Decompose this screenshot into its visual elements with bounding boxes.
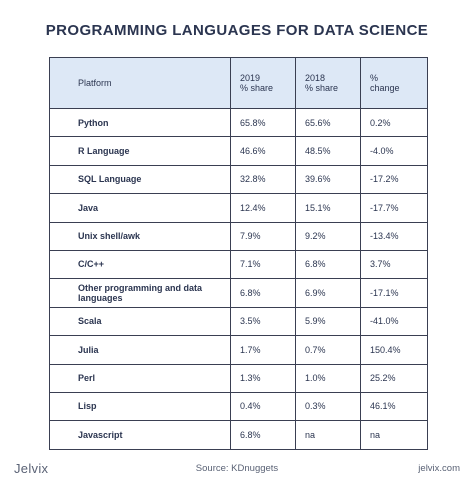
cell-change: -13.4%	[360, 221, 428, 251]
table-row: Python 65.8% 65.6% 0.2%	[49, 107, 428, 138]
cell-share-2018: 39.6%	[295, 164, 361, 195]
jelvix-logo: Jelvix	[14, 461, 49, 476]
cell-share-2019: 0.4%	[230, 391, 296, 422]
source-note: Source: KDnuggets	[195, 463, 279, 474]
cell-platform: Other programming and data languages	[49, 278, 231, 308]
column-header-2019: 2019 % share	[230, 57, 296, 109]
table-row: Other programming and data languages 6.8%…	[49, 278, 428, 308]
cell-change: -41.0%	[360, 306, 428, 337]
cell-platform: Unix shell/awk	[49, 221, 231, 251]
cell-platform: C/C++	[49, 249, 231, 280]
table-row: Julia 1.7% 0.7% 150.4%	[49, 335, 428, 365]
cell-platform: Perl	[49, 363, 231, 393]
table-body: Python 65.8% 65.6% 0.2% R Language 46.6% 48.5%…	[49, 107, 428, 450]
page-title: PROGRAMMING LANGUAGES FOR DATA SCIENCE	[45, 22, 429, 39]
cell-platform: SQL Language	[49, 164, 231, 195]
cell-platform: Javascript	[49, 420, 231, 450]
column-header-change-line2: change	[370, 83, 400, 93]
table-header-row: Platform 2019 % share 2018 % share % cha…	[49, 57, 428, 109]
cell-change: 0.2%	[360, 107, 428, 138]
table-row: Unix shell/awk 7.9% 9.2% -13.4%	[49, 221, 428, 251]
cell-platform: Scala	[49, 306, 231, 337]
column-header-change: % change	[360, 57, 428, 109]
column-header-platform-label: Platform	[78, 77, 112, 88]
cell-change: 46.1%	[360, 391, 428, 422]
cell-share-2018: 0.7%	[295, 335, 361, 365]
cell-share-2019: 7.9%	[230, 221, 296, 251]
cell-platform: Lisp	[49, 391, 231, 422]
cell-change: 3.7%	[360, 249, 428, 280]
table-row: Lisp 0.4% 0.3% 46.1%	[49, 391, 428, 422]
data-table: Platform 2019 % share 2018 % share % cha…	[49, 57, 428, 450]
cell-share-2018: 48.5%	[295, 136, 361, 166]
cell-share-2018: 9.2%	[295, 221, 361, 251]
cell-platform: R Language	[49, 136, 231, 166]
cell-share-2018: 65.6%	[295, 107, 361, 138]
cell-share-2019: 32.8%	[230, 164, 296, 195]
table-row: R Language 46.6% 48.5% -4.0%	[49, 136, 428, 166]
table-row: Java 12.4% 15.1% -17.7%	[49, 193, 428, 223]
cell-change: 150.4%	[360, 335, 428, 365]
cell-platform: Python	[49, 107, 231, 138]
cell-platform: Java	[49, 193, 231, 223]
cell-share-2019: 12.4%	[230, 193, 296, 223]
cell-share-2019: 65.8%	[230, 107, 296, 138]
cell-change: -4.0%	[360, 136, 428, 166]
cell-share-2019: 3.5%	[230, 306, 296, 337]
table-row: C/C++ 7.1% 6.8% 3.7%	[49, 249, 428, 280]
column-header-2019-line2: % share	[240, 83, 274, 93]
column-header-platform: Platform	[49, 57, 231, 109]
column-header-2018-line1: 2018	[305, 72, 326, 83]
table-row: Scala 3.5% 5.9% -41.0%	[49, 306, 428, 337]
cell-change: na	[360, 420, 428, 450]
cell-share-2019: 6.8%	[230, 278, 296, 308]
column-header-2018-line2: % share	[305, 83, 339, 93]
table-row: Perl 1.3% 1.0% 25.2%	[49, 363, 428, 393]
cell-change: 25.2%	[360, 363, 428, 393]
cell-platform: Julia	[49, 335, 231, 365]
cell-change: -17.7%	[360, 193, 428, 223]
column-header-change-line1: %	[370, 72, 379, 83]
table-row: Javascript 6.8% na na	[49, 420, 428, 450]
cell-share-2018: 1.0%	[295, 363, 361, 393]
cell-share-2018: 6.8%	[295, 249, 361, 280]
column-header-2018: 2018 % share	[295, 57, 361, 109]
cell-change: -17.1%	[360, 278, 428, 308]
site-url: jelvix.com	[418, 463, 460, 474]
cell-share-2019: 46.6%	[230, 136, 296, 166]
cell-change: -17.2%	[360, 164, 428, 195]
cell-share-2019: 6.8%	[230, 420, 296, 450]
cell-share-2019: 7.1%	[230, 249, 296, 280]
cell-share-2018: 5.9%	[295, 306, 361, 337]
cell-share-2018: 15.1%	[295, 193, 361, 223]
cell-share-2019: 1.3%	[230, 363, 296, 393]
column-header-2019-line1: 2019	[240, 72, 261, 83]
table-row: SQL Language 32.8% 39.6% -17.2%	[49, 164, 428, 195]
cell-share-2018: 6.9%	[295, 278, 361, 308]
cell-share-2019: 1.7%	[230, 335, 296, 365]
cell-share-2018: na	[295, 420, 361, 450]
cell-share-2018: 0.3%	[295, 391, 361, 422]
